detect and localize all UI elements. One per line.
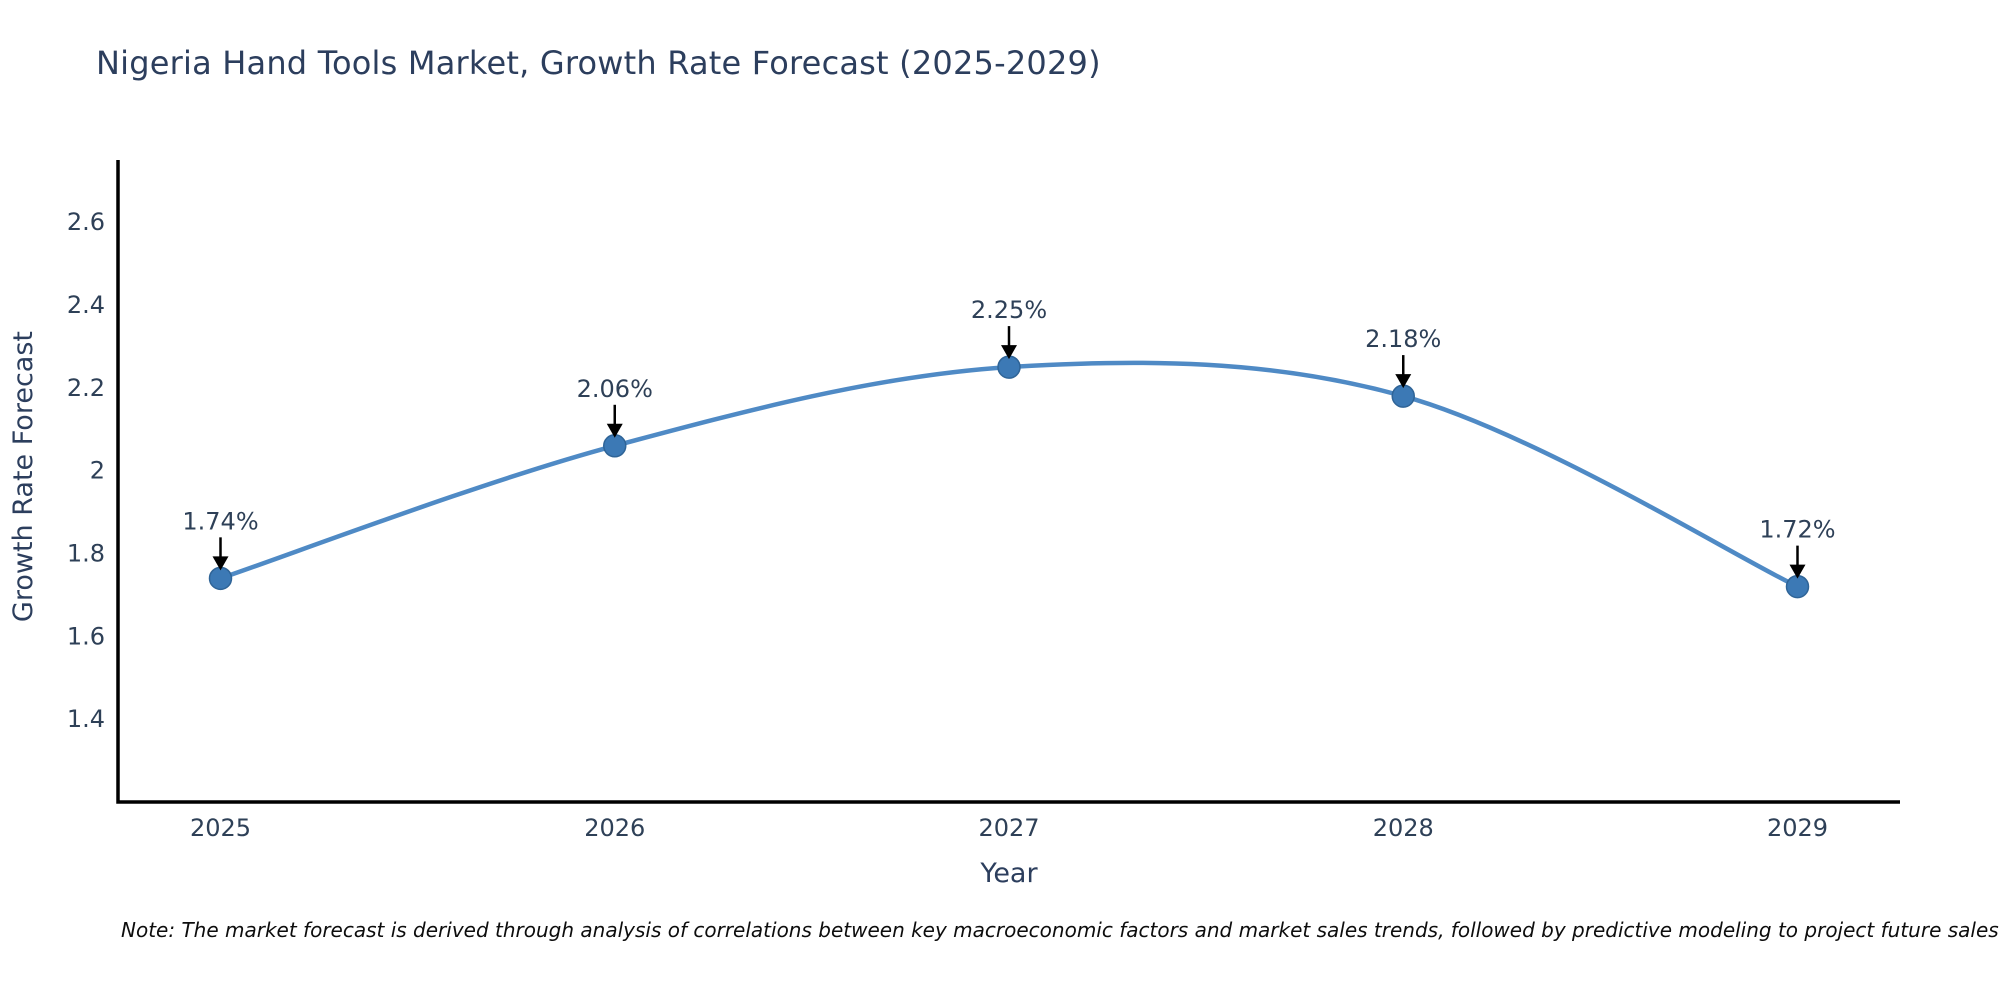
x-tick-label: 2027 <box>978 814 1039 842</box>
annotation-label: 1.74% <box>182 507 258 535</box>
y-tick-label: 1.8 <box>67 539 105 567</box>
y-axis-title: Growth Rate Forecast <box>8 331 39 623</box>
x-tick-label: 2028 <box>1373 814 1434 842</box>
y-tick-label: 1.6 <box>67 622 105 650</box>
y-tick-label: 1.4 <box>67 705 105 733</box>
annotation-arrow-head <box>606 423 623 438</box>
x-tick-label: 2029 <box>1767 814 1828 842</box>
y-tick-label: 2.4 <box>67 291 105 319</box>
annotation-arrow-head <box>1395 374 1412 389</box>
data-point-marker[interactable] <box>997 355 1021 379</box>
annotation-label: 1.72% <box>1759 516 1835 544</box>
data-point-marker[interactable] <box>603 434 627 458</box>
annotation-arrow-head <box>1001 345 1017 360</box>
axes-lines <box>116 160 1900 804</box>
annotation-arrow-head <box>1789 564 1806 579</box>
x-tick-label: 2026 <box>584 814 645 842</box>
trend-line <box>218 360 1800 589</box>
x-tick-label: 2025 <box>190 814 251 842</box>
data-point-marker[interactable] <box>208 566 233 591</box>
annotation-label: 2.25% <box>971 296 1047 324</box>
annotation-label: 2.18% <box>1365 325 1441 353</box>
data-point-marker[interactable] <box>1391 384 1415 408</box>
x-axis-title: Year <box>980 858 1038 889</box>
y-tick-label: 2 <box>90 457 105 485</box>
y-tick-label: 2.6 <box>67 208 105 236</box>
annotation-arrow-head <box>212 556 229 571</box>
footnote: Note: The market forecast is derived thr… <box>121 918 1999 942</box>
chart-title: Nigeria Hand Tools Market, Growth Rate F… <box>96 44 1101 82</box>
y-tick-label: 2.2 <box>67 374 105 402</box>
data-point-marker[interactable] <box>1785 574 1810 599</box>
annotation-label: 2.06% <box>577 375 653 403</box>
